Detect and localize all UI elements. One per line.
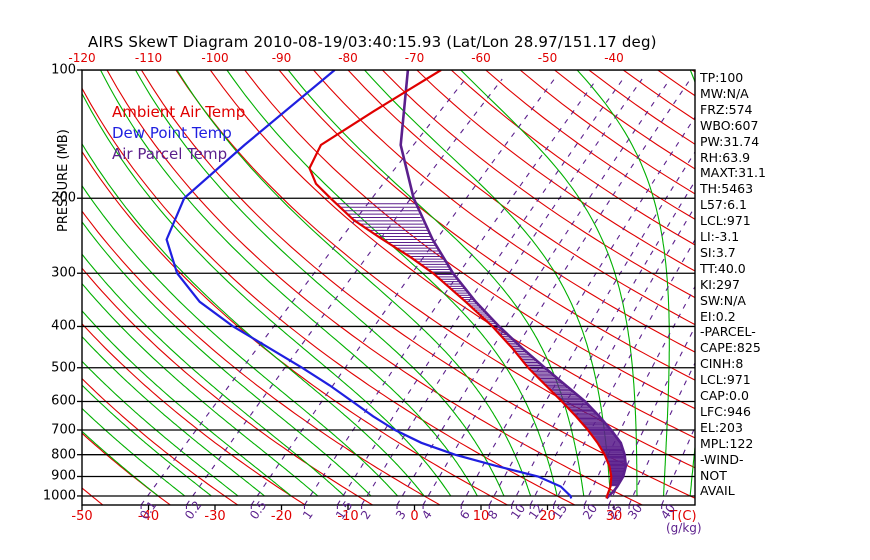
stat-tt: TT:40.0 [700, 260, 746, 276]
stat-ei: EI:0.2 [700, 308, 736, 324]
pressure-tick: 300 [51, 265, 76, 281]
top-temp-tick: -90 [271, 51, 292, 65]
bottom-temp-tick: -30 [204, 509, 226, 524]
stat-mpl: MPL:122 [700, 435, 754, 451]
pressure-tick: 200 [51, 190, 76, 206]
stat-lcl2: LCL:971 [700, 372, 751, 388]
stat-hdr_parcel: -PARCEL- [700, 324, 756, 340]
stat-wind1: NOT [700, 467, 727, 483]
stat-hdr_wind: -WIND- [700, 451, 744, 467]
legend-item-1: Dew Point Temp [112, 124, 232, 142]
pressure-tick: 400 [51, 318, 76, 334]
stat-el: EL:203 [700, 419, 743, 435]
stat-sw: SW:N/A [700, 292, 746, 308]
bottom-temp-tick: 30 [605, 509, 623, 524]
legend-item-2: Air Parcel Temp [112, 145, 228, 163]
stat-wbo: WBO:607 [700, 117, 759, 133]
stat-ki: KI:297 [700, 276, 740, 292]
stat-wind2: AVAIL [700, 483, 735, 499]
pressure-tick: 500 [51, 360, 76, 376]
top-temp-tick: -40 [604, 51, 624, 65]
pressure-tick: 900 [51, 468, 76, 484]
pressure-tick: 600 [51, 393, 76, 409]
stat-maxt: MAXT:31.1 [700, 165, 766, 181]
stat-mw: MW:N/A [700, 85, 749, 101]
top-temp-tick: -120 [68, 51, 96, 65]
bottom-temp-tick: -40 [137, 509, 160, 524]
stat-si: SI:3.7 [700, 244, 736, 260]
mixing-ratio-unit-label: (g/kg) [666, 521, 702, 535]
stat-cape: CAPE:825 [700, 340, 761, 356]
stat-lfc: LFC:946 [700, 403, 751, 419]
stat-l57: L57:6.1 [700, 197, 747, 213]
pressure-tick: 1000 [42, 488, 76, 504]
pressure-axis-label: PRESSURE (MB) [56, 129, 71, 232]
top-temp-tick: -100 [201, 51, 229, 65]
temperature-unit-label: T(C) [669, 509, 697, 524]
bottom-temp-tick: 10 [472, 509, 490, 524]
top-temp-tick: -50 [537, 51, 558, 65]
stat-pw: PW:31.74 [700, 133, 760, 149]
bottom-temp-tick: 20 [539, 509, 556, 524]
top-temp-tick: -70 [404, 51, 425, 65]
bottom-temp-tick: -10 [337, 509, 359, 524]
page-title: AIRS SkewT Diagram 2010-08-19/03:40:15.9… [88, 33, 657, 51]
bottom-temp-tick: 0 [410, 509, 419, 524]
top-temp-tick: -110 [134, 51, 163, 65]
stat-li: LI:-3.1 [700, 229, 740, 244]
stat-frz: FRZ:574 [700, 101, 753, 117]
legend-item-0: Ambient Air Temp [112, 103, 246, 121]
bottom-temp-tick: -20 [270, 509, 293, 524]
pressure-tick: 700 [51, 422, 76, 438]
stat-lcl: LCL:971 [700, 213, 751, 229]
stat-tp: TP:100 [700, 70, 744, 85]
stat-th: TH:5463 [700, 181, 754, 197]
pressure-tick: 800 [51, 447, 76, 463]
pressure-tick: 100 [51, 62, 76, 78]
stat-cinh: CINH:8 [700, 356, 744, 372]
top-temp-tick: -80 [338, 51, 358, 65]
bottom-temp-tick: -50 [71, 509, 93, 524]
stat-cap: CAP:0.0 [700, 388, 749, 403]
stat-rh: RH:63.9 [700, 149, 751, 165]
top-temp-tick: -60 [471, 51, 491, 65]
